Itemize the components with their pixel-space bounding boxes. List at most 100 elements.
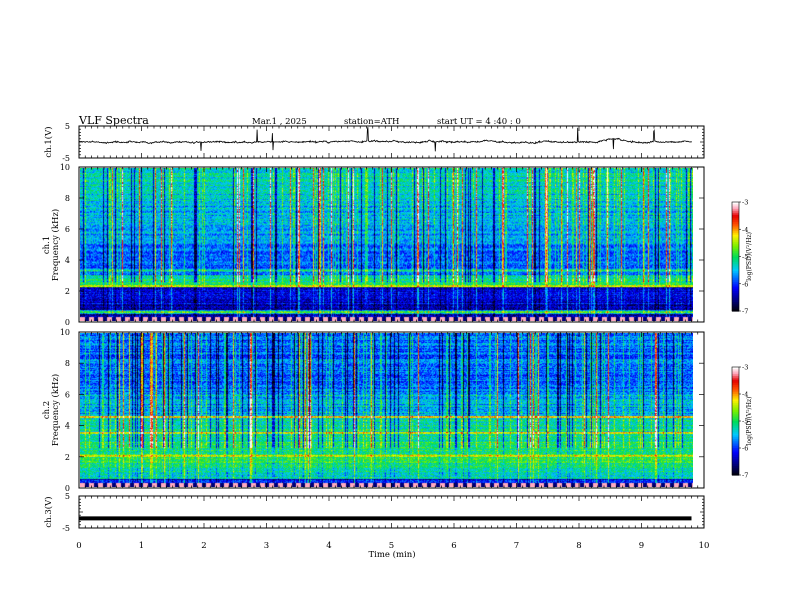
colorbar-segment: [732, 448, 739, 451]
colorbar-segment: [732, 395, 739, 399]
colorbar-segment: [732, 466, 739, 469]
colorbar-segment: [732, 231, 739, 234]
y-tick-label: 0: [65, 318, 70, 327]
ch1-ticks: [78, 125, 705, 159]
colorbar-segment: [732, 422, 739, 426]
colorbar-tick-label: -4: [742, 391, 748, 399]
ch1-spectrogram-yticks: 0 2 4 6 8 10: [60, 163, 704, 327]
colorbar-segment: [732, 444, 739, 447]
y-tick-label: 8: [65, 194, 70, 203]
colorbar-segment: [732, 386, 739, 390]
colorbar-segment: [732, 265, 739, 268]
colorbar-segment: [732, 467, 739, 471]
colorbar-segment: [732, 394, 739, 397]
colorbar-segment: [732, 303, 739, 307]
colorbar-segment: [732, 292, 739, 296]
colorbar-segment: [732, 410, 739, 413]
colorbar-segment: [732, 291, 739, 294]
ch1-waveform-line: [78, 127, 692, 152]
colorbar-segment: [732, 247, 739, 250]
colorbar-segment: [732, 430, 739, 433]
colorbar-segment: [732, 258, 739, 261]
colorbar-segment: [732, 243, 739, 247]
colorbar-segment: [732, 249, 739, 252]
colorbar-segment: [732, 287, 739, 290]
colorbar-segment: [732, 460, 739, 463]
ch1-ytick-bottom: -5: [62, 154, 70, 163]
colorbar-segment: [732, 439, 739, 442]
colorbar-segment: [732, 214, 739, 218]
colorbar-segment: [732, 417, 739, 420]
ch1-ytick-top: 5: [65, 122, 70, 131]
ch3-ticks: [78, 495, 705, 529]
colorbar-segment: [732, 202, 739, 205]
colorbar-segment: [732, 431, 739, 435]
colorbar-tick-label: -6: [742, 445, 748, 453]
colorbar-segment: [732, 381, 739, 384]
colorbar-segment: [732, 383, 739, 386]
ch1-colorbar: -3 -4 -5 -6 -7 log(PSD)(V²/Hz): [731, 199, 753, 316]
colorbar-segment: [732, 300, 739, 303]
colorbar-label: log(PSD)(V²/Hz): [746, 232, 753, 281]
colorbar-segment: [732, 457, 739, 460]
colorbar-segment: [732, 205, 739, 209]
colorbar-tick-label: -3: [742, 364, 748, 372]
y-tick-label: 2: [65, 453, 70, 462]
colorbar-segment: [732, 401, 739, 404]
ch2-colorbar: -3 -4 -5 -6 -7 log(PSD)(V²/Hz): [731, 364, 753, 480]
colorbar-segment: [732, 301, 739, 305]
colorbar-segment: [732, 455, 739, 458]
colorbar-segment: [732, 298, 739, 301]
colorbar-segment: [732, 404, 739, 408]
y-tick-label: 6: [65, 390, 70, 399]
colorbar-segment: [732, 388, 739, 391]
colorbar-segment: [732, 451, 739, 454]
colorbar-segment: [732, 227, 739, 230]
colorbar-segment: [732, 238, 739, 241]
x-tick-label: 6: [451, 541, 456, 551]
colorbar-segment: [732, 207, 739, 210]
station-label: station=ATH: [344, 117, 399, 127]
colorbar-segment: [732, 442, 739, 445]
x-tick-labels: 0 1 2 3 4 5 6 7 8 9 10: [76, 541, 709, 551]
ch1-spectrogram-ylabel-channel: ch.1: [42, 236, 52, 254]
colorbar-segment: [732, 453, 739, 456]
colorbar-segment: [732, 449, 739, 453]
colorbar-segment: [732, 251, 739, 254]
ch1-spectrogram-image: [80, 168, 693, 321]
colorbar-segment: [732, 421, 739, 424]
x-axis-label: Time (min): [368, 549, 415, 560]
colorbar-segment: [732, 379, 739, 382]
colorbar-segment: [732, 437, 739, 440]
colorbar-tick-label: -7: [742, 308, 748, 316]
x-tick-label: 1: [139, 541, 144, 551]
colorbar-label: log(PSD)(V²/Hz): [746, 397, 753, 446]
colorbar-segment: [732, 399, 739, 402]
ch2-spectrogram-ylabel-freq: Frequency (kHz): [50, 374, 61, 446]
colorbar-segment: [732, 471, 739, 474]
colorbar-tick-label: -7: [742, 472, 748, 480]
colorbar-segment: [732, 424, 739, 427]
colorbar-segment: [732, 390, 739, 393]
ch1-ylabel: ch.1(V): [43, 126, 54, 157]
ch1-spectrogram-ylabel-freq: Frequency (kHz): [50, 209, 61, 281]
colorbar-tick-label: -5: [742, 418, 748, 426]
colorbar-segment: [732, 232, 739, 236]
colorbar-segment: [732, 397, 739, 400]
colorbar-segment: [732, 267, 739, 270]
colorbar-segment: [732, 296, 739, 299]
colorbar-segment: [732, 305, 739, 308]
colorbar-segment: [732, 229, 739, 232]
y-tick-label: 4: [65, 422, 70, 431]
colorbar-segment: [732, 403, 739, 406]
colorbar-segment: [732, 367, 739, 370]
ch3-ylabel: ch.3(V): [43, 496, 54, 527]
ch2-spectrogram-ylabel-channel: ch.2: [42, 401, 52, 419]
colorbar-segment: [732, 254, 739, 258]
x-tick-label: 7: [514, 541, 519, 551]
colorbar-segment: [732, 263, 739, 267]
colorbar-segment: [732, 372, 739, 375]
colorbar-segment: [732, 274, 739, 278]
colorbar-segment: [732, 413, 739, 417]
